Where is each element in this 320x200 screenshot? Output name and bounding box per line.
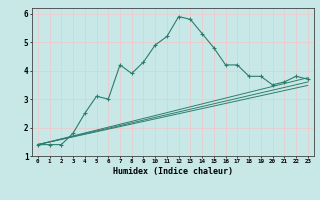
X-axis label: Humidex (Indice chaleur): Humidex (Indice chaleur) <box>113 167 233 176</box>
